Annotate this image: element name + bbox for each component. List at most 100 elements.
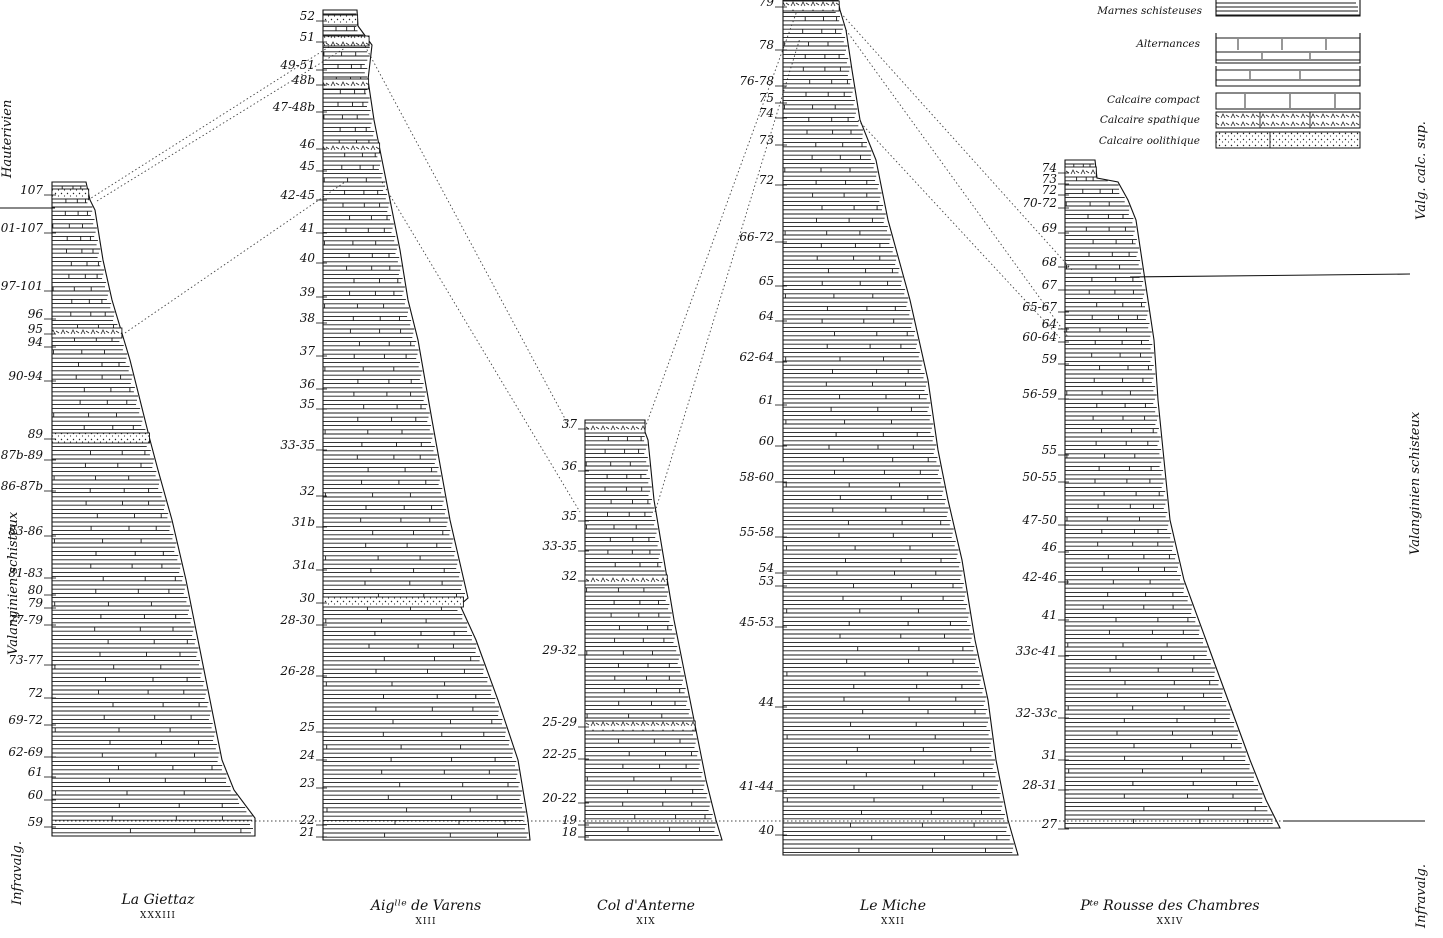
bed-spathic [584,720,696,732]
bed-label: 83-86 [8,524,43,538]
bed-label: 68 [1042,255,1058,269]
bed-label: 56-59 [1022,387,1057,401]
side-label-hauterivien: Hauterivien [0,100,15,179]
bed-label: 42-45 [279,188,315,202]
bed-label: 107 [20,183,43,197]
bed-label: 46 [299,137,316,151]
bed-label: 65-67 [1022,300,1057,314]
bed-label: 50-55 [1022,470,1057,484]
bed-label: 23 [299,776,316,790]
correlation-lines [87,7,1073,513]
legend: Marnes schisteuses Alternances Calcaire … [1096,0,1361,149]
bed-label: 28-30 [279,613,315,627]
svg-text:Calcaire spathique: Calcaire spathique [1100,114,1200,126]
bed-label: 90-94 [8,369,43,383]
bed-label: 53 [759,574,775,588]
bed-label: 55 [1042,443,1057,457]
bed-label: 30 [300,591,316,605]
bed-label: 73-77 [8,653,43,667]
bed-oolitic [322,14,359,26]
bed-label: 44 [758,695,774,709]
bed-label: 47-48b [272,100,315,114]
bed-label: 60 [28,788,44,802]
bed-label: 41 [299,221,315,235]
bed-label: 86-87b [1,479,43,493]
bedding-lines [585,423,719,837]
bed-label: 21 [299,825,315,839]
column-outline [782,0,1019,856]
bed-label: 65 [759,274,774,288]
side-label-valanginien-left: Valanginien schisteux [6,511,21,655]
bed-label: 22 [299,813,315,827]
bed-label: 64 [759,309,774,323]
column-outline [322,9,531,841]
bed-label: 33-35 [280,438,315,452]
column-title: Pᵗᵉ Rousse des Chambres [1079,898,1259,914]
bed-label: 28-31 [1021,778,1057,792]
bed-label: 66-72 [739,230,774,244]
bedding-lines [52,185,253,834]
bed-label: 60 [759,434,775,448]
horizon-lines [0,207,1425,822]
bed-spathic [782,0,840,12]
bed-label: 72 [28,686,43,700]
bed-label: 77-79 [8,613,43,627]
bed-label: 96 [28,307,44,321]
bed-label: 19 [562,813,578,827]
bed-label: 80 [28,583,44,597]
bed-label: 46 [1041,540,1058,554]
bed-label: 74 [1042,161,1057,175]
bed-spathic [322,142,381,154]
bed-label: 35 [300,397,315,411]
bed-label: 27 [1041,817,1058,831]
column-title: Col d'Anterne [597,898,695,914]
bed-label: 69 [1042,221,1058,235]
column-number: XXXIII [140,911,176,921]
bed-label: 95 [28,322,43,336]
bed-label: 22-25 [541,747,577,761]
bed-oolitic [51,432,150,444]
bed-label: 61 [28,765,43,779]
bed-label: 41 [1041,608,1057,622]
bedding-lines [1065,163,1273,824]
bed-spathic [584,574,668,586]
bed-label: 73 [759,133,775,147]
bed-label: 29-32 [541,643,577,657]
bed-label: 40 [299,251,316,265]
legend-item-alternances-2 [1215,66,1361,87]
side-label-valg-calc-sup: Valg. calc. sup. [1414,121,1429,220]
bed-label: 59 [1042,352,1058,366]
bed-label: 18 [562,825,578,839]
bed-label: 32 [300,484,315,498]
side-label-valanginien-right: Valanginien schisteux [1408,411,1423,555]
bed-label: 60-64 [1022,330,1057,344]
bed-label: 101-107 [0,221,43,235]
bed-spathic [584,422,646,434]
bed-label: 31b [292,515,315,529]
bed-label: 58-60 [739,470,774,484]
bed-label: 54 [759,561,774,575]
bed-spathic [322,35,370,47]
bed-label: 87b-89 [1,448,44,462]
bed-label: 31 [1042,748,1057,762]
bed-label: 37 [300,344,316,358]
bed-oolitic [51,188,90,200]
bed-oolitic [322,596,464,608]
bed-label: 81-83 [8,566,43,580]
bed-label: 49-51 [279,58,315,72]
bedding-lines [323,13,529,838]
bed-label: 35 [562,509,577,523]
bed-label: 51 [300,30,315,44]
column-title: Aigˡˡᵉ de Varens [369,898,481,914]
svg-text:Calcaire oolithique: Calcaire oolithique [1099,135,1200,147]
column-number: XXIV [1157,917,1184,927]
column-title: Le Miche [859,898,926,914]
bed-label: 70-72 [1022,196,1057,210]
bed-label: 26-28 [279,664,315,678]
